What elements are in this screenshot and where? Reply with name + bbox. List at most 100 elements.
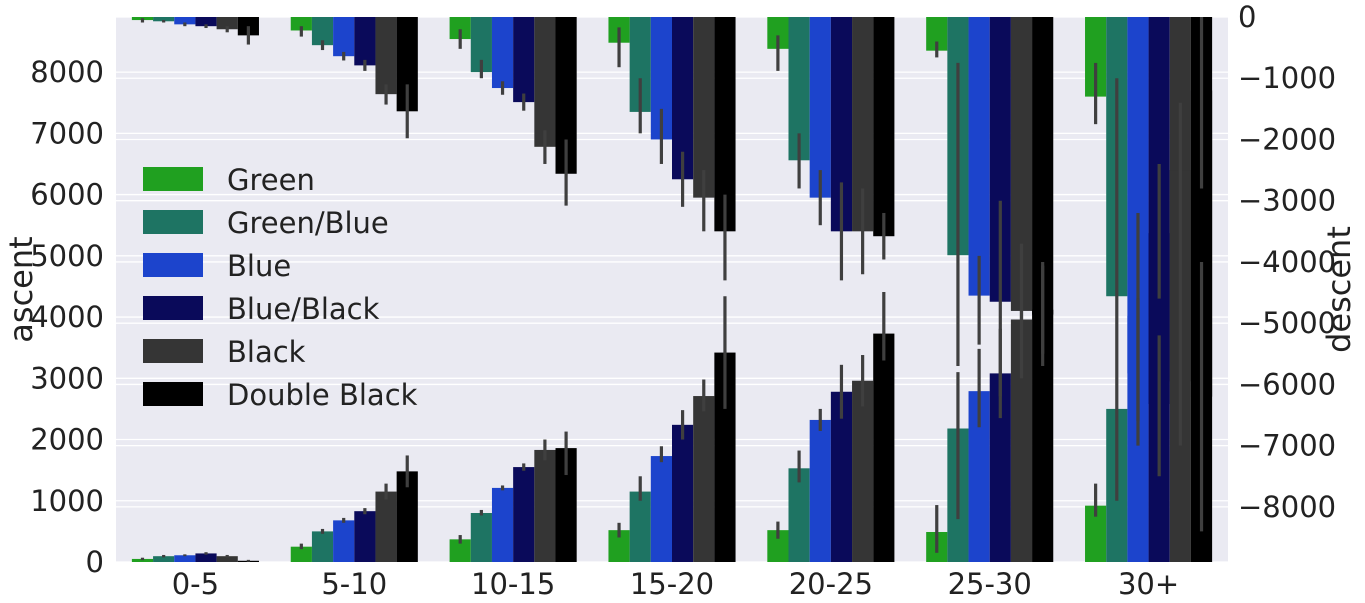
legend-swatch-Green: [143, 167, 203, 191]
legend-label: Double Black: [227, 378, 418, 412]
ascent-bar-0-5-Green/Blue: [153, 556, 175, 562]
ascent-bar-20-25-Blue/Black: [830, 391, 853, 562]
xtick-label: 15-20: [630, 567, 714, 601]
ascent-bar-15-20-Green/Blue: [629, 491, 651, 562]
ascent-bar-10-15-Black: [534, 449, 556, 562]
y2tick-label: −4000: [1238, 245, 1336, 279]
y2tick-label: −7000: [1238, 429, 1336, 463]
descent-bar-15-20-Green/Blue: [629, 17, 651, 112]
descent-bar-25-30-Blue/Black: [989, 17, 1011, 302]
ascent-bar-20-25-Green: [767, 530, 789, 562]
ytick-label: 7000: [30, 116, 104, 150]
xtick-label: 25-30: [948, 567, 1032, 601]
ascent-bar-0-5-Green: [131, 558, 154, 562]
ascent-bar-10-15-Blue/Black: [513, 467, 535, 562]
descent-bar-15-20-Blue: [650, 17, 672, 140]
xtick-label: 30+: [1118, 567, 1179, 601]
y2-axis-label: descent: [1320, 226, 1358, 353]
descent-bar-0-5-Green/Blue: [153, 17, 175, 22]
ascent-bar-25-30-Blue: [968, 391, 990, 562]
descent-bar-5-10-Blue: [333, 17, 355, 57]
descent-bar-25-30-Blue: [968, 17, 990, 296]
xtick-label: 5-10: [321, 567, 387, 601]
ascent-bar-25-30-Blue/Black: [989, 373, 1011, 562]
y2tick-label: −3000: [1238, 184, 1336, 218]
descent-bar-20-25-Double Black: [873, 17, 895, 237]
ytick-label: 5000: [30, 239, 104, 273]
legend-label: Green/Blue: [227, 206, 389, 240]
descent-bar-10-15-Black: [534, 17, 556, 147]
ytick-label: 0: [86, 545, 104, 579]
descent-bar-0-5-Blue: [174, 17, 196, 25]
descent-bar-5-10-Green: [290, 17, 312, 31]
xtick-label: 0-5: [172, 567, 219, 601]
y-axis-label: ascent: [2, 236, 40, 342]
ascent-bar-5-10-Green/Blue: [311, 531, 334, 562]
ascent-bar-5-10-Green: [290, 546, 312, 562]
ascent-bar-10-15-Double Black: [555, 448, 577, 562]
descent-bar-10-15-Green/Blue: [470, 17, 492, 73]
ascent-bar-15-20-Green: [608, 530, 630, 562]
ascent-bar-10-15-Blue: [491, 487, 514, 562]
left-axis-ticks: 0 1000 2000 3000 4000 5000 6000 7000 8000: [30, 55, 104, 579]
descent-bar-30+-Green: [1085, 17, 1107, 97]
y2tick-label: 0: [1238, 0, 1256, 34]
legend-label: Green: [227, 163, 315, 197]
ascent-bar-5-10-Double Black: [396, 471, 418, 562]
ascent-bar-25-30-Double Black: [1032, 309, 1054, 562]
descent-bar-10-15-Double Black: [555, 17, 577, 174]
descent-bar-5-10-Black: [375, 17, 397, 95]
ascent-bar-20-25-Double Black: [873, 333, 895, 562]
y2tick-label: −5000: [1238, 306, 1336, 340]
ascent-bar-0-5-Black: [216, 556, 238, 562]
ascent-bar-20-25-Green/Blue: [788, 468, 810, 562]
ascent-bar-15-20-Double Black: [714, 352, 736, 562]
y2tick-label: −6000: [1238, 367, 1336, 401]
legend: Green Green/Blue Blue Blue/Black Black Double…: [143, 163, 418, 412]
y2tick-label: −8000: [1238, 490, 1336, 524]
descent-bar-25-30-Black: [1010, 17, 1033, 311]
ytick-label: 1000: [30, 484, 104, 518]
legend-label: Blue/Black: [227, 292, 380, 326]
descent-bar-10-15-Blue/Black: [513, 17, 535, 103]
error-bars: [140, 17, 1204, 562]
legend-label: Black: [227, 335, 306, 369]
descent-bar-5-10-Blue/Black: [354, 17, 376, 66]
ascent-bar-5-10-Blue/Black: [354, 511, 376, 562]
ascent-bar-15-20-Blue/Black: [672, 424, 694, 562]
descent-bar-20-25-Blue: [809, 17, 831, 198]
descent-bar-0-5-Blue/Black: [195, 17, 217, 27]
ytick-label: 8000: [30, 55, 104, 89]
x-axis-ticks: 0-5 5-10 10-15 15-20 20-25 25-30 30+: [172, 567, 1179, 601]
xtick-label: 10-15: [471, 567, 555, 601]
ascent-bar-20-25-Blue: [809, 419, 831, 562]
legend-swatch-Double Black: [143, 382, 203, 406]
legend-swatch-Green/Blue: [143, 210, 203, 234]
y2tick-label: −2000: [1238, 122, 1336, 156]
ascent-bar-0-5-Blue/Black: [195, 553, 217, 562]
descent-bar-20-25-Green/Blue: [788, 17, 810, 161]
ytick-label: 6000: [30, 178, 104, 212]
ascent-bar-0-5-Blue: [174, 555, 196, 562]
descent-bar-15-20-Double Black: [714, 17, 736, 232]
descent-bar-15-20-Black: [693, 17, 715, 198]
descent-bar-5-10-Green/Blue: [311, 17, 334, 46]
descent-bar-20-25-Blue/Black: [830, 17, 853, 232]
ytick-label: 4000: [30, 300, 104, 334]
descent-bar-20-25-Black: [852, 17, 874, 232]
descent-bar-20-25-Green: [767, 17, 789, 49]
descent-bar-0-5-Black: [216, 17, 238, 30]
ytick-label: 2000: [30, 423, 104, 457]
ascent-bar-25-30-Black: [1010, 319, 1033, 562]
legend-swatch-Blue: [143, 253, 203, 277]
descent-bar-25-30-Double Black: [1032, 17, 1054, 315]
y2tick-label: −1000: [1238, 61, 1336, 95]
ascent-bar-30+-Green: [1085, 505, 1107, 562]
ytick-label: 3000: [30, 361, 104, 395]
ascent-bar-15-20-Blue: [650, 456, 672, 562]
legend-swatch-Black: [143, 339, 203, 363]
ascent-bar-15-20-Black: [693, 396, 715, 562]
legend-label: Blue: [227, 249, 291, 283]
descent-bar-5-10-Double Black: [396, 17, 418, 112]
